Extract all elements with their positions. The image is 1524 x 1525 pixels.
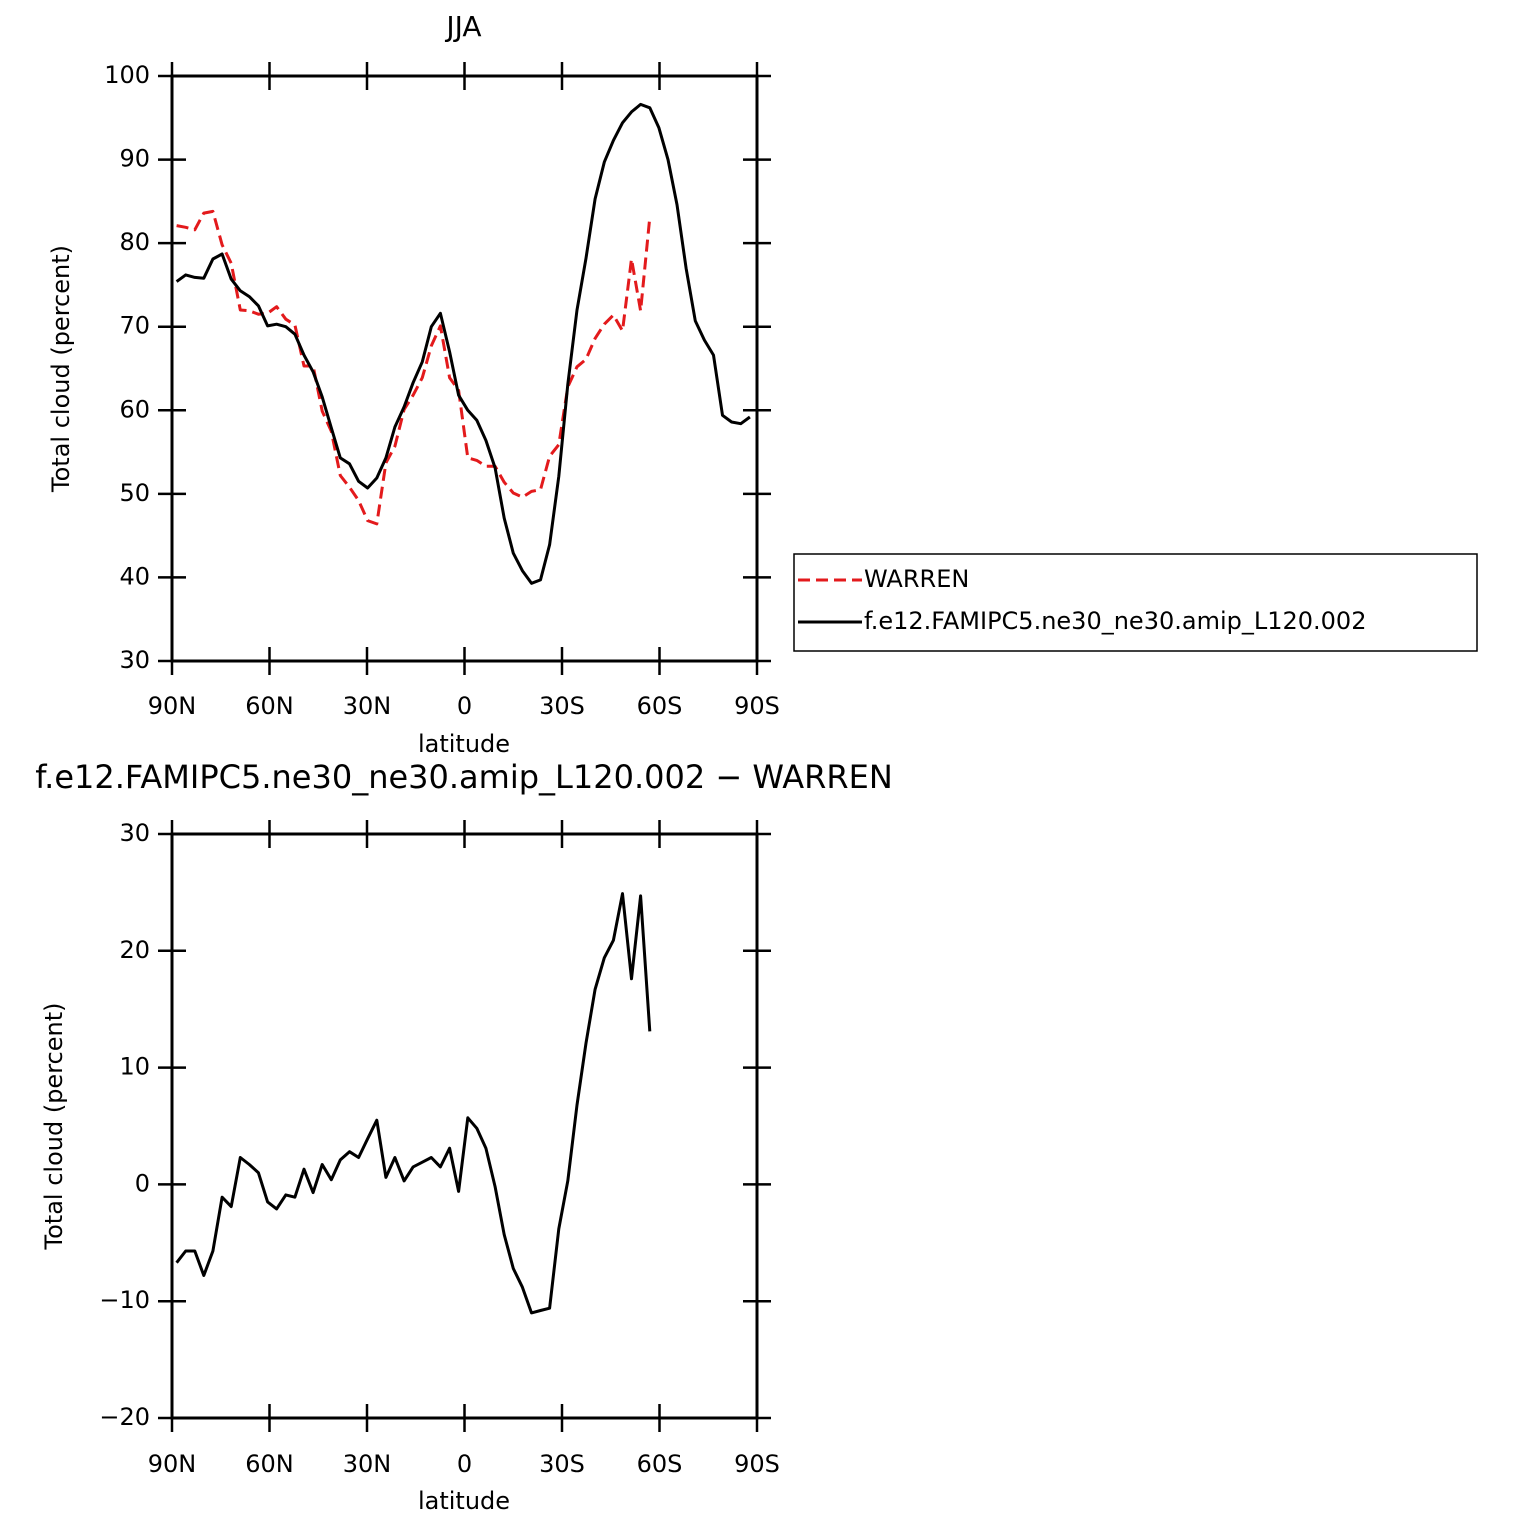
plot-frame	[170, 832, 759, 1420]
series-line	[175, 892, 652, 1315]
x-tick-label: 60S	[637, 692, 683, 720]
y-tick-label: 90	[119, 145, 150, 173]
x-tick-label: 60S	[637, 1450, 683, 1478]
x-tick-label: 60N	[245, 692, 294, 720]
legend-label: WARREN	[864, 565, 969, 593]
y-axis-label: Total cloud (percent)	[47, 245, 75, 493]
series-line	[176, 209, 652, 526]
x-tick-label: 30S	[539, 692, 585, 720]
x-tick-label: 30N	[343, 1450, 392, 1478]
x-tick-label: 30S	[539, 1450, 585, 1478]
x-tick-label: 90S	[734, 1450, 780, 1478]
y-tick-label: 40	[119, 562, 150, 590]
y-tick-label: −20	[99, 1403, 150, 1431]
y-tick-label: 20	[119, 936, 150, 964]
x-tick-label: 90N	[148, 1450, 197, 1478]
x-tick-label: 90S	[734, 692, 780, 720]
chart-title: JJA	[444, 10, 481, 43]
x-tick-label: 90N	[148, 692, 197, 720]
legend: WARREN f.e12.FAMIPC5.ne30_ne30.amip_L120.…	[793, 553, 1478, 652]
y-tick-label: −10	[99, 1286, 150, 1314]
legend-box	[793, 553, 1478, 652]
y-tick-label: 50	[119, 479, 150, 507]
y-tick-label: 30	[119, 819, 150, 847]
x-tick-label: 0	[457, 1450, 472, 1478]
x-axis-label: latitude	[418, 730, 510, 758]
chart-title: f.e12.FAMIPC5.ne30_ne30.amip_L120.002 − …	[35, 758, 893, 796]
x-tick-label: 0	[457, 692, 472, 720]
y-tick-label: 70	[119, 312, 150, 340]
y-tick-label: 80	[119, 228, 150, 256]
y-tick-label: 100	[104, 61, 150, 89]
legend-label: f.e12.FAMIPC5.ne30_ne30.amip_L120.002	[864, 607, 1366, 635]
x-tick-label: 60N	[245, 1450, 294, 1478]
y-tick-label: 10	[119, 1053, 150, 1081]
x-tick-label: 30N	[343, 692, 392, 720]
y-tick-label: 30	[119, 646, 150, 674]
x-axis-label: latitude	[418, 1487, 510, 1515]
y-tick-label: 60	[119, 395, 150, 423]
y-tick-label: 0	[135, 1169, 150, 1197]
series-line	[175, 102, 751, 585]
y-axis-label: Total cloud (percent)	[40, 1003, 68, 1251]
